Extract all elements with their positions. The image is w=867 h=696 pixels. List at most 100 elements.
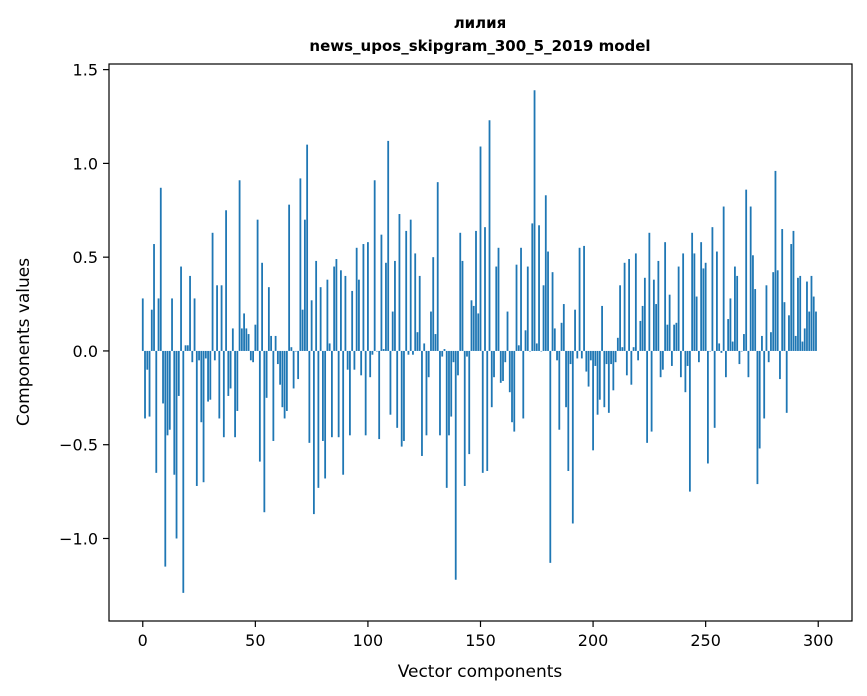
bar-component-2 — [146, 350, 149, 370]
bar-component-276 — [763, 350, 766, 419]
bar-component-52 — [258, 350, 261, 462]
bar-component-222 — [641, 305, 644, 351]
bar-component-247 — [698, 350, 700, 363]
x-tick-label: 100 — [353, 631, 384, 650]
x-tick-label: 0 — [138, 631, 148, 650]
bar-component-158 — [497, 247, 500, 351]
bar-component-37 — [225, 210, 227, 351]
bar-component-223 — [643, 277, 646, 351]
bar-component-207 — [607, 350, 610, 413]
bar-component-73 — [306, 144, 309, 351]
bar-component-136 — [448, 350, 450, 436]
bar-component-85 — [333, 266, 336, 351]
bar-component-26 — [200, 350, 203, 423]
bar-component-184 — [556, 350, 558, 361]
bar-component-225 — [648, 232, 651, 351]
bar-component-278 — [767, 350, 770, 363]
bar-component-258 — [722, 206, 725, 351]
bar-component-205 — [603, 350, 606, 408]
x-axis-ticks: 0 50 100 150 200 250 300 — [138, 621, 834, 650]
bar-component-157 — [495, 266, 498, 351]
bar-component-3 — [148, 350, 151, 417]
bar-component-115 — [400, 350, 403, 447]
bar-component-109 — [387, 140, 390, 351]
bar-component-242 — [686, 350, 689, 366]
bar-component-293 — [801, 341, 804, 351]
bar-component-138 — [452, 350, 455, 363]
bar-component-114 — [398, 214, 401, 351]
bar-component-38 — [227, 350, 230, 396]
bar-component-31 — [211, 232, 214, 351]
bar-component-133 — [441, 350, 444, 357]
bars-series — [141, 90, 817, 593]
bar-component-1 — [144, 350, 146, 419]
bar-component-245 — [693, 253, 696, 351]
bar-component-180 — [547, 251, 549, 351]
bar-component-102 — [371, 350, 374, 355]
bar-component-123 — [418, 275, 421, 351]
bar-component-17 — [180, 266, 182, 351]
bar-component-147 — [472, 305, 475, 351]
bar-component-191 — [571, 350, 574, 524]
bar-component-171 — [526, 266, 529, 351]
bar-component-101 — [369, 350, 372, 378]
bar-component-22 — [191, 350, 194, 363]
bar-component-238 — [677, 266, 680, 351]
bar-component-124 — [421, 350, 423, 456]
bar-component-135 — [445, 350, 448, 488]
bar-component-229 — [657, 260, 660, 351]
bar-component-113 — [396, 350, 399, 428]
bar-component-78 — [317, 350, 320, 488]
bar-component-16 — [177, 350, 180, 396]
bar-component-181 — [549, 350, 552, 563]
bar-component-240 — [682, 253, 685, 351]
bar-component-150 — [479, 146, 482, 351]
bar-component-40 — [231, 328, 234, 351]
bar-component-273 — [756, 350, 759, 485]
bar-component-108 — [385, 262, 387, 351]
bar-component-84 — [331, 350, 333, 438]
bar-component-139 — [454, 350, 457, 580]
bar-component-83 — [328, 343, 331, 351]
bar-component-29 — [207, 350, 209, 402]
bar-component-210 — [614, 350, 617, 363]
bar-component-254 — [713, 350, 716, 428]
bar-component-199 — [589, 350, 592, 361]
bar-component-129 — [432, 257, 435, 351]
bar-component-175 — [535, 343, 538, 351]
bar-component-36 — [222, 350, 225, 438]
bar-component-165 — [513, 350, 516, 432]
bar-component-217 — [630, 350, 633, 385]
bar-component-183 — [553, 328, 556, 351]
bar-component-182 — [551, 272, 554, 351]
bar-component-172 — [529, 350, 531, 352]
bar-component-149 — [477, 313, 480, 351]
bar-component-98 — [362, 244, 365, 351]
bar-component-291 — [797, 277, 799, 351]
bar-component-228 — [655, 304, 658, 351]
bar-component-239 — [679, 350, 682, 378]
bar-component-286 — [785, 350, 788, 413]
bar-component-255 — [716, 251, 718, 351]
bar-component-220 — [637, 350, 640, 361]
bar-component-117 — [405, 230, 408, 351]
bar-component-87 — [337, 350, 340, 438]
bar-component-28 — [204, 350, 207, 359]
bar-component-298 — [812, 296, 815, 351]
bar-component-230 — [659, 350, 662, 378]
bar-component-11 — [166, 350, 169, 436]
bar-component-99 — [364, 350, 367, 436]
bar-component-8 — [159, 187, 162, 351]
bar-component-4 — [150, 309, 153, 351]
bar-component-55 — [265, 350, 268, 398]
bar-component-0 — [141, 298, 144, 351]
y-axis-ticks: −1.0 −0.5 0.0 0.5 1.0 1.5 — [59, 61, 109, 548]
bar-component-185 — [558, 350, 561, 430]
chart-title-group: лилия news_upos_skipgram_300_5_2019 mode… — [309, 14, 650, 55]
bar-component-176 — [538, 225, 540, 351]
bar-component-269 — [747, 350, 750, 378]
bar-component-65 — [288, 204, 291, 351]
bar-component-58 — [272, 350, 275, 441]
x-tick-label: 300 — [803, 631, 834, 650]
bar-component-41 — [234, 350, 236, 438]
